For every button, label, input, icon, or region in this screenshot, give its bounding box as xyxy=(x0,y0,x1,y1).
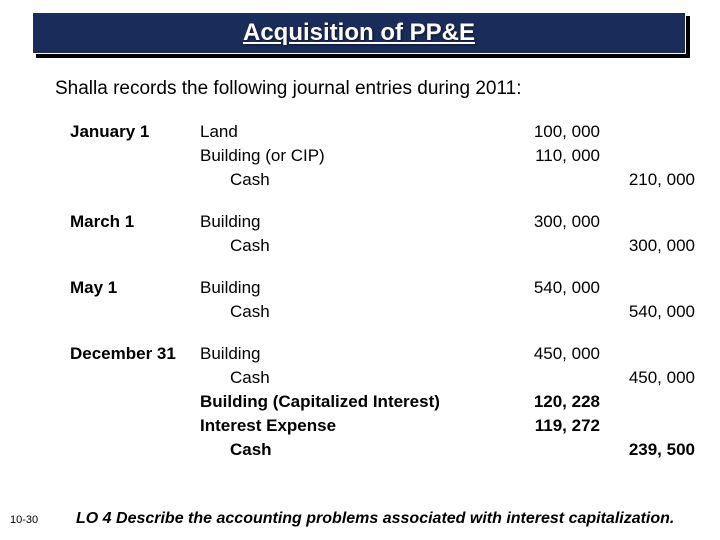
entry-block: December 31Building450, 000Cash450, 000B… xyxy=(70,342,695,462)
entry-row: Interest Expense119, 272 xyxy=(70,414,695,438)
account-name: Interest Expense xyxy=(200,414,500,438)
debit-amount: 120, 228 xyxy=(500,390,600,414)
entry-row: Cash 239, 500 xyxy=(70,438,695,462)
entry-row: January 1Land100, 000 xyxy=(70,120,695,144)
debit-amount: 119, 272 xyxy=(500,414,600,438)
entry-row: December 31Building450, 000 xyxy=(70,342,695,366)
account-name: Cash xyxy=(200,234,500,258)
account-name: Cash xyxy=(200,438,500,462)
entry-row: Building (or CIP)110, 000 xyxy=(70,144,695,168)
account-name: Building xyxy=(200,342,500,366)
debit-amount: 450, 000 xyxy=(500,342,600,366)
journal-entries: January 1Land100, 000Building (or CIP)11… xyxy=(70,120,695,480)
entry-row: Building (Capitalized Interest)120, 228 xyxy=(70,390,695,414)
debit-amount: 110, 000 xyxy=(500,144,600,168)
entry-block: March 1Building300, 000Cash300, 000 xyxy=(70,210,695,258)
credit-amount: 239, 500 xyxy=(600,438,695,462)
debit-amount: 540, 000 xyxy=(500,276,600,300)
learning-objective: LO 4 Describe the accounting problems as… xyxy=(76,510,674,528)
entry-block: January 1Land100, 000Building (or CIP)11… xyxy=(70,120,695,192)
credit-amount: 540, 000 xyxy=(600,300,695,324)
entry-row: Cash 450, 000 xyxy=(70,366,695,390)
debit-amount: 300, 000 xyxy=(500,210,600,234)
entry-date: March 1 xyxy=(70,210,200,234)
credit-amount: 210, 000 xyxy=(600,168,695,192)
account-name: Building (or CIP) xyxy=(200,144,500,168)
account-name: Cash xyxy=(200,168,500,192)
entry-date: December 31 xyxy=(70,342,200,366)
entry-date: January 1 xyxy=(70,120,200,144)
entry-row: Cash 210, 000 xyxy=(70,168,695,192)
account-name: Building xyxy=(200,210,500,234)
title-text: Acquisition of PP&E xyxy=(243,19,475,47)
debit-amount: 100, 000 xyxy=(500,120,600,144)
credit-amount: 450, 000 xyxy=(600,366,695,390)
credit-amount: 300, 000 xyxy=(600,234,695,258)
account-name: Building (Capitalized Interest) xyxy=(200,390,500,414)
intro-text: Shalla records the following journal ent… xyxy=(55,78,521,100)
entry-block: May 1Building540, 000Cash540, 000 xyxy=(70,276,695,324)
account-name: Cash xyxy=(200,300,500,324)
entry-row: March 1Building300, 000 xyxy=(70,210,695,234)
account-name: Cash xyxy=(200,366,500,390)
account-name: Land xyxy=(200,120,500,144)
account-name: Building xyxy=(200,276,500,300)
entry-row: May 1Building540, 000 xyxy=(70,276,695,300)
title-bar: Acquisition of PP&E xyxy=(32,12,686,54)
entry-row: Cash 300, 000 xyxy=(70,234,695,258)
entry-date: May 1 xyxy=(70,276,200,300)
entry-row: Cash 540, 000 xyxy=(70,300,695,324)
page-number: 10-30 xyxy=(10,514,38,526)
